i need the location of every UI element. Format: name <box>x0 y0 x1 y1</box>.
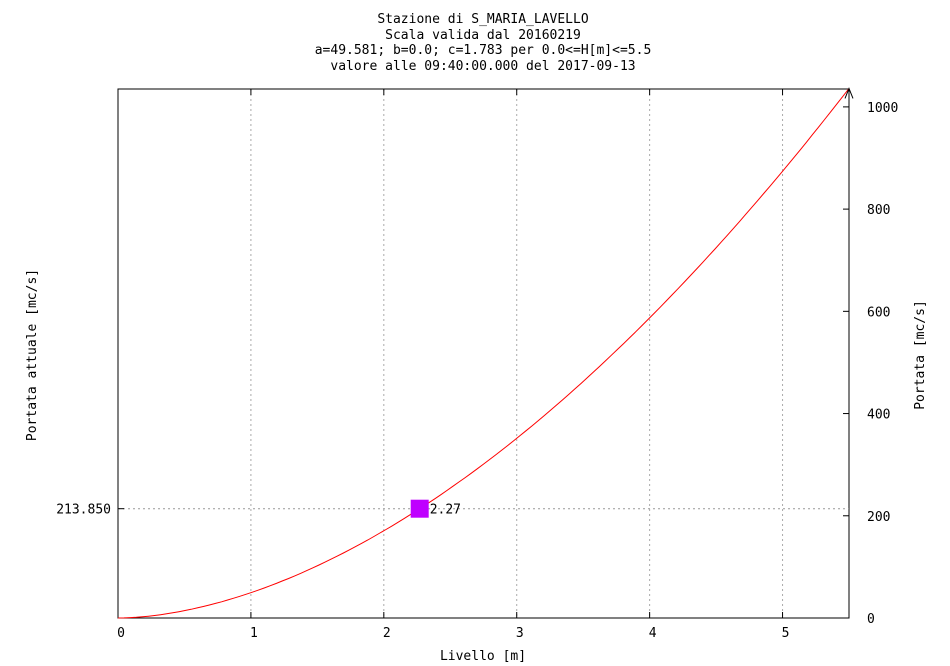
plot-frame <box>117 88 850 619</box>
x-tick-label: 1 <box>250 626 258 641</box>
y-tick-label: 600 <box>867 305 890 320</box>
chart-title: Stazione di S_MARIA_LAVELLO Scala valida… <box>0 12 950 74</box>
series-rating-curve <box>117 88 850 619</box>
title-line-station: Stazione di S_MARIA_LAVELLO <box>377 12 589 27</box>
title-line-validity: Scala valida dal 20160219 <box>385 27 581 43</box>
title-line-formula: a=49.581; b=0.0; c=1.783 per 0.0<=H[m]<=… <box>314 43 652 58</box>
title-line-timestamp: valore alle 09:40:00.000 del 2017-09-13 <box>330 58 636 74</box>
x-tick-label: 4 <box>649 626 657 641</box>
curve-end-arrow <box>844 87 854 99</box>
y-axis-left-label: Portata attuale [mc/s] <box>25 269 40 441</box>
x-tick-label: 3 <box>516 626 524 641</box>
grid <box>250 89 784 618</box>
current-point-marker <box>410 499 429 518</box>
y-axis-right: 0 200 400 600 800 1000 <box>843 101 898 627</box>
x-axis-label: Livello [m] <box>440 649 526 664</box>
current-value-label: 213.850 <box>56 503 111 518</box>
y-tick-label: 1000 <box>867 101 898 116</box>
x-tick-label: 2 <box>383 626 391 641</box>
x-axis: 0 1 2 3 4 5 <box>117 89 789 641</box>
y-axis-right-label: Portata [mc/s] <box>913 300 928 410</box>
x-tick-label: 0 <box>117 626 125 641</box>
y-tick-label: 0 <box>867 612 875 627</box>
x-tick-label: 5 <box>782 626 790 641</box>
y-tick-label: 800 <box>867 203 890 218</box>
y-tick-label: 400 <box>867 408 890 423</box>
y-tick-label: 200 <box>867 510 890 525</box>
current-point-label: 2.27 <box>430 503 461 518</box>
